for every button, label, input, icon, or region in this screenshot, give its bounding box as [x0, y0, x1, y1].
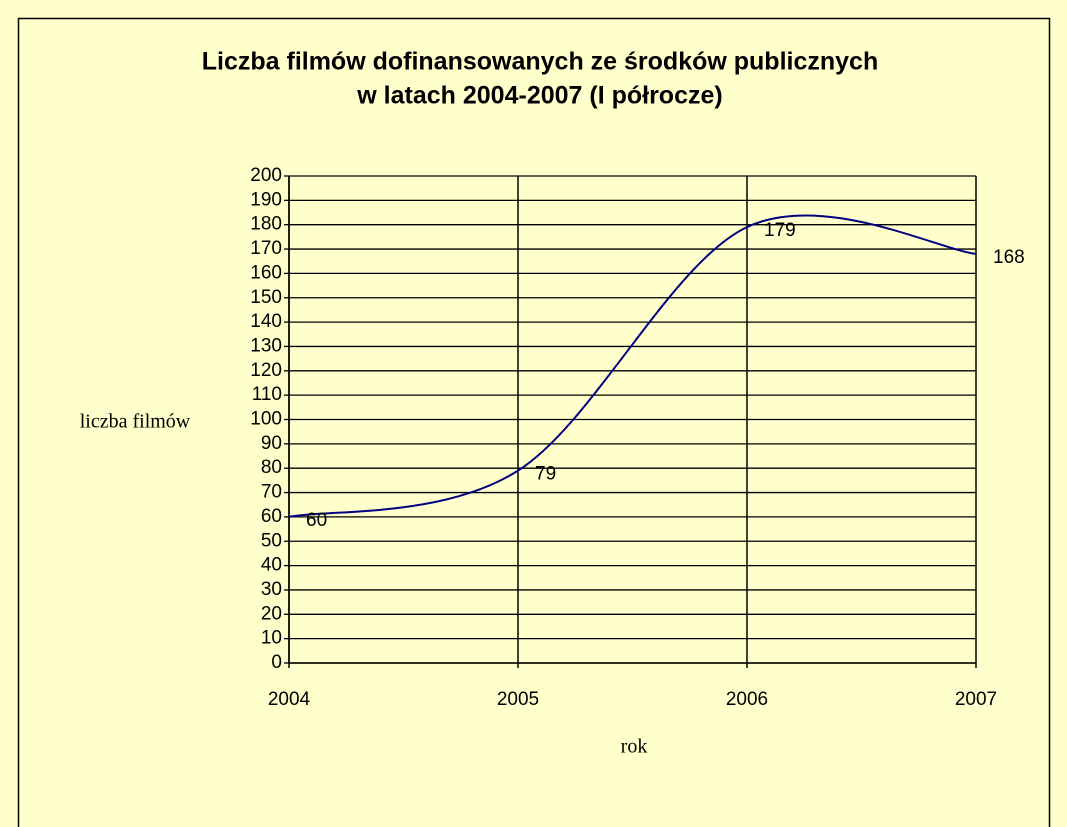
y-tick-label: 40 [261, 555, 282, 576]
y-tick-label: 170 [250, 238, 282, 259]
x-tick-label: 2006 [726, 689, 768, 710]
y-tick-label: 20 [261, 603, 282, 624]
y-tick-label: 80 [261, 457, 282, 478]
x-tick-label: 2004 [268, 689, 311, 710]
y-tick-label: 110 [252, 384, 282, 405]
x-axis-label: rok [621, 736, 648, 758]
x-tick-label: 2005 [497, 689, 539, 710]
y-tick-label: 190 [250, 189, 282, 210]
y-tick-label: 70 [261, 482, 282, 503]
data-label: 168 [993, 247, 1025, 268]
y-tick-label: 160 [250, 262, 282, 283]
y-tick-label: 150 [250, 287, 282, 308]
y-tick-label: 90 [261, 433, 282, 454]
y-tick-label: 10 [261, 628, 282, 649]
chart-frame [17, 17, 1051, 827]
x-tick-label: 2007 [955, 689, 997, 710]
y-tick-label: 120 [250, 360, 282, 381]
y-tick-label: 50 [261, 530, 282, 551]
y-tick-label: 30 [261, 579, 282, 600]
data-label: 79 [535, 464, 556, 485]
data-label: 179 [764, 220, 796, 241]
data-line [288, 214, 977, 518]
chart-title: Liczba filmów dofinansowanych ze środków… [202, 48, 878, 76]
y-tick-label: 100 [250, 409, 282, 430]
y-tick-label: 180 [250, 214, 282, 235]
chart-title: w latach 2004-2007 (I półrocze) [356, 82, 722, 110]
y-tick-label: 60 [261, 506, 282, 527]
y-tick-label: 140 [250, 311, 282, 332]
data-label: 60 [306, 510, 327, 531]
y-axis-label: liczba filmów [80, 411, 191, 433]
y-tick-label: 130 [250, 335, 282, 356]
y-tick-label: 0 [271, 652, 282, 673]
y-tick-label: 200 [250, 165, 282, 186]
